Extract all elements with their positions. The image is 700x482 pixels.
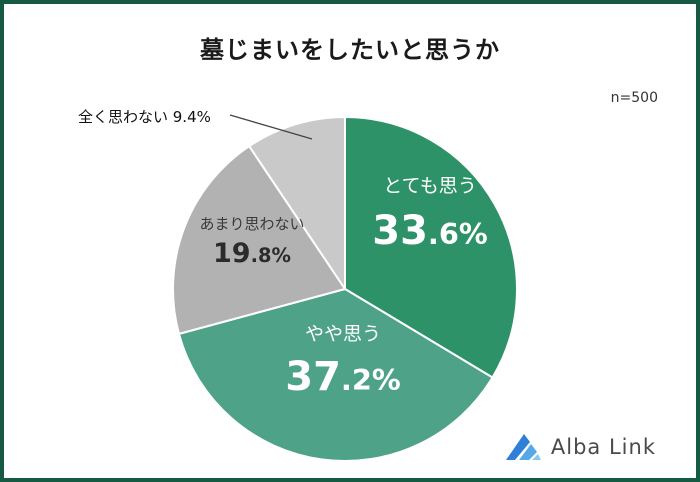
slice-percent-value: 33.6% xyxy=(372,207,488,254)
alba-link-logo: Alba Link xyxy=(505,432,656,462)
slice-category-label: やや思う xyxy=(304,323,381,345)
slice-label-amari-omowanai: あまり思わない 19.8% xyxy=(172,215,332,270)
slice-label-totemo-omou: とても思う 33.6% xyxy=(348,175,512,254)
pie-chart xyxy=(172,116,518,462)
pie-slice xyxy=(177,288,494,462)
pie-chart-area: とても思う 33.6% やや思う 37.2% あまり思わない 19.8% xyxy=(170,114,520,464)
slice-category-label: あまり思わない xyxy=(199,215,305,233)
pie-slice xyxy=(248,116,346,290)
callout-leader-line xyxy=(229,114,313,140)
pie-slice xyxy=(344,116,518,379)
sample-size-label: n=500 xyxy=(610,90,658,106)
slice-label-yaya-omou: やや思う 37.2% xyxy=(258,323,428,400)
chart-title: 墓じまいをしたいと思うか xyxy=(200,36,500,64)
slice-category-label: とても思う xyxy=(383,175,477,197)
pie-slice xyxy=(172,145,346,335)
slice-percent-value: 37.2% xyxy=(285,353,401,400)
callout-label-mattaku-omowanai: 全く思わない 9.4% xyxy=(78,108,211,126)
alba-link-logo-icon xyxy=(505,434,541,460)
slice-percent-value: 19.8% xyxy=(213,238,291,270)
alba-link-logo-text: Alba Link xyxy=(550,435,656,459)
